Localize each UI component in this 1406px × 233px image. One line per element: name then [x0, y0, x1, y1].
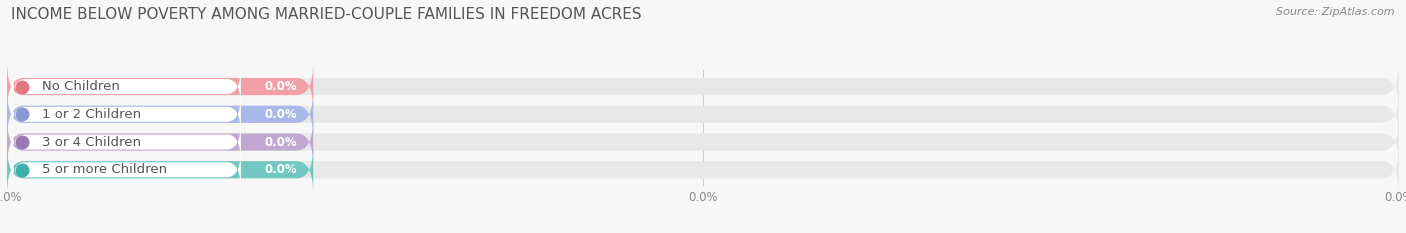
- FancyBboxPatch shape: [11, 66, 240, 107]
- Text: 1 or 2 Children: 1 or 2 Children: [42, 108, 141, 121]
- Text: 0.0%: 0.0%: [264, 163, 297, 176]
- Text: 3 or 4 Children: 3 or 4 Children: [42, 136, 141, 148]
- Text: Source: ZipAtlas.com: Source: ZipAtlas.com: [1277, 7, 1395, 17]
- FancyBboxPatch shape: [7, 145, 1399, 195]
- FancyBboxPatch shape: [7, 145, 314, 195]
- Text: No Children: No Children: [42, 80, 120, 93]
- FancyBboxPatch shape: [7, 90, 314, 139]
- FancyBboxPatch shape: [11, 150, 240, 190]
- FancyBboxPatch shape: [11, 122, 240, 162]
- FancyBboxPatch shape: [7, 117, 314, 167]
- FancyBboxPatch shape: [7, 117, 1399, 167]
- Text: 0.0%: 0.0%: [264, 80, 297, 93]
- Text: 0.0%: 0.0%: [264, 136, 297, 148]
- FancyBboxPatch shape: [7, 62, 314, 111]
- FancyBboxPatch shape: [7, 90, 1399, 139]
- Text: INCOME BELOW POVERTY AMONG MARRIED-COUPLE FAMILIES IN FREEDOM ACRES: INCOME BELOW POVERTY AMONG MARRIED-COUPL…: [11, 7, 643, 22]
- Text: 0.0%: 0.0%: [264, 108, 297, 121]
- FancyBboxPatch shape: [11, 94, 240, 134]
- FancyBboxPatch shape: [7, 62, 1399, 111]
- Text: 5 or more Children: 5 or more Children: [42, 163, 167, 176]
